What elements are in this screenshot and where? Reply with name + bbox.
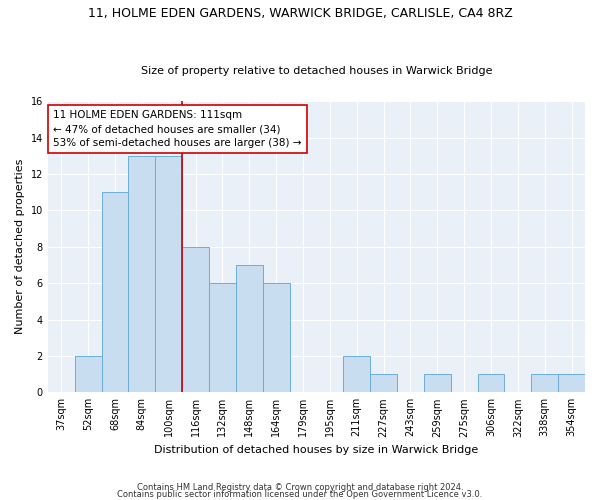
Bar bbox=[128, 156, 155, 392]
Bar bbox=[74, 356, 101, 393]
Bar bbox=[424, 374, 451, 392]
Y-axis label: Number of detached properties: Number of detached properties bbox=[15, 159, 25, 334]
Text: 11 HOLME EDEN GARDENS: 111sqm
← 47% of detached houses are smaller (34)
53% of s: 11 HOLME EDEN GARDENS: 111sqm ← 47% of d… bbox=[53, 110, 302, 148]
Text: 11, HOLME EDEN GARDENS, WARWICK BRIDGE, CARLISLE, CA4 8RZ: 11, HOLME EDEN GARDENS, WARWICK BRIDGE, … bbox=[88, 8, 512, 20]
Text: Contains HM Land Registry data © Crown copyright and database right 2024.: Contains HM Land Registry data © Crown c… bbox=[137, 484, 463, 492]
Title: Size of property relative to detached houses in Warwick Bridge: Size of property relative to detached ho… bbox=[140, 66, 492, 76]
Bar bbox=[101, 192, 128, 392]
Bar bbox=[209, 283, 236, 393]
Bar bbox=[263, 283, 290, 393]
Text: Contains public sector information licensed under the Open Government Licence v3: Contains public sector information licen… bbox=[118, 490, 482, 499]
Bar bbox=[531, 374, 558, 392]
Bar bbox=[182, 247, 209, 392]
Bar bbox=[155, 156, 182, 392]
Bar bbox=[478, 374, 505, 392]
Bar bbox=[236, 265, 263, 392]
Bar bbox=[370, 374, 397, 392]
Bar bbox=[558, 374, 585, 392]
X-axis label: Distribution of detached houses by size in Warwick Bridge: Distribution of detached houses by size … bbox=[154, 445, 479, 455]
Bar bbox=[343, 356, 370, 393]
